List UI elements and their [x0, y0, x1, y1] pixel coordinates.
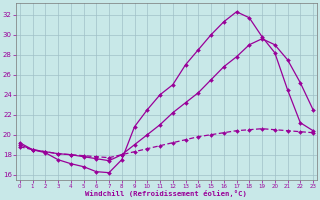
X-axis label: Windchill (Refroidissement éolien,°C): Windchill (Refroidissement éolien,°C) [85, 190, 247, 197]
